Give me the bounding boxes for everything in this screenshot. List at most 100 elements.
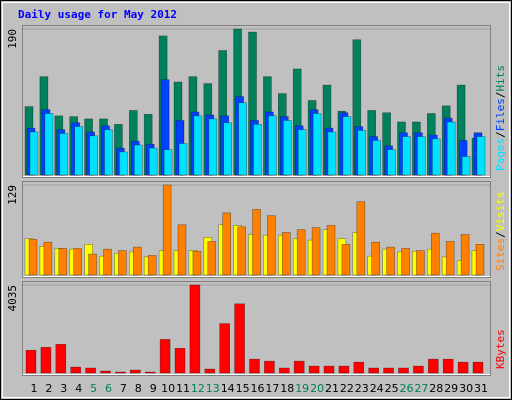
x-tick-label: 5 xyxy=(90,382,97,395)
bar xyxy=(29,131,39,176)
bar xyxy=(430,232,440,276)
bar xyxy=(148,147,158,176)
legend-entry: Visits xyxy=(494,192,507,232)
chart-title: Daily usage for May 2012 xyxy=(18,8,177,21)
bar xyxy=(204,368,216,374)
bar xyxy=(88,253,97,276)
bar xyxy=(115,371,126,374)
x-tick-label: 2 xyxy=(45,382,52,395)
bar xyxy=(371,241,381,276)
y-tick-label: 4035 xyxy=(6,285,19,312)
x-tick-label: 29 xyxy=(444,382,458,395)
bar xyxy=(264,360,275,374)
bar xyxy=(73,248,82,276)
x-tick-label: 9 xyxy=(150,382,157,395)
bar xyxy=(297,129,307,176)
legend-separator: / xyxy=(494,231,507,238)
bar xyxy=(130,369,141,374)
legend-entry: Files xyxy=(494,98,507,131)
x-tick-label: 7 xyxy=(120,382,127,395)
bar xyxy=(353,361,365,374)
x-tick-label: 18 xyxy=(280,382,294,395)
bar xyxy=(460,234,470,276)
bar xyxy=(308,365,320,374)
bar xyxy=(387,149,396,176)
bar xyxy=(368,367,380,374)
legend: KBytes xyxy=(494,329,507,369)
bar xyxy=(416,250,425,276)
bar xyxy=(312,113,322,176)
bar xyxy=(341,244,351,276)
bar xyxy=(282,120,292,176)
bar xyxy=(70,366,81,374)
bar xyxy=(193,115,203,176)
bar xyxy=(192,250,202,276)
x-tick-label: 24 xyxy=(370,382,384,395)
bar xyxy=(85,367,96,374)
bar xyxy=(445,241,455,276)
x-tick-label: 12 xyxy=(191,382,205,395)
bar xyxy=(223,122,232,176)
bar xyxy=(372,140,382,176)
bar xyxy=(119,151,128,176)
x-tick-label: 6 xyxy=(105,382,112,395)
x-tick-label: 28 xyxy=(429,382,443,395)
bar xyxy=(472,361,484,374)
bar xyxy=(118,250,127,276)
bar xyxy=(461,156,471,176)
x-tick-label: 23 xyxy=(355,382,369,395)
bar xyxy=(28,239,38,276)
bar xyxy=(476,136,486,176)
x-tick-label: 16 xyxy=(251,382,265,395)
x-tick-label: 1 xyxy=(31,382,38,395)
bar xyxy=(238,102,247,176)
bar xyxy=(74,126,83,176)
y-tick-label: 129 xyxy=(6,185,19,205)
x-tick-label: 13 xyxy=(206,382,220,395)
legend-entry: Sites xyxy=(494,238,507,271)
bar xyxy=(383,367,394,374)
y-tick-label: 190 xyxy=(6,29,19,49)
legend-entry: Hits xyxy=(494,65,507,92)
bar xyxy=(323,365,335,374)
bar xyxy=(457,361,469,374)
bar xyxy=(43,241,53,276)
bar xyxy=(163,149,173,176)
bar xyxy=(40,347,52,374)
x-tick-label: 22 xyxy=(340,382,354,395)
bar xyxy=(268,115,277,176)
bar xyxy=(296,229,306,276)
bar xyxy=(100,370,111,374)
bar xyxy=(133,246,142,276)
legend-entry: KBytes xyxy=(494,329,507,369)
bar xyxy=(342,116,352,176)
x-tick-label: 10 xyxy=(161,382,175,395)
bar xyxy=(103,248,112,276)
bar xyxy=(278,367,290,374)
bar xyxy=(446,121,456,176)
bar xyxy=(386,246,395,276)
x-tick-label: 14 xyxy=(221,382,235,395)
bar xyxy=(281,232,291,276)
x-tick-label: 3 xyxy=(60,382,67,395)
bar xyxy=(427,358,439,374)
bar xyxy=(25,349,37,374)
x-tick-label: 11 xyxy=(176,382,190,395)
bar xyxy=(401,248,410,276)
x-tick-label: 26 xyxy=(400,382,414,395)
bar xyxy=(252,209,261,276)
bar xyxy=(253,123,262,176)
bar xyxy=(189,284,201,374)
bar xyxy=(144,371,156,374)
bar xyxy=(357,130,367,176)
bar xyxy=(178,143,188,176)
bar xyxy=(249,358,260,374)
bar xyxy=(431,138,441,176)
bar xyxy=(55,344,67,374)
bar xyxy=(219,323,230,374)
legend: Pages/Files/Hits xyxy=(494,65,507,171)
legend-separator: / xyxy=(494,92,507,99)
bar xyxy=(311,227,321,276)
x-tick-label: 25 xyxy=(385,382,399,395)
